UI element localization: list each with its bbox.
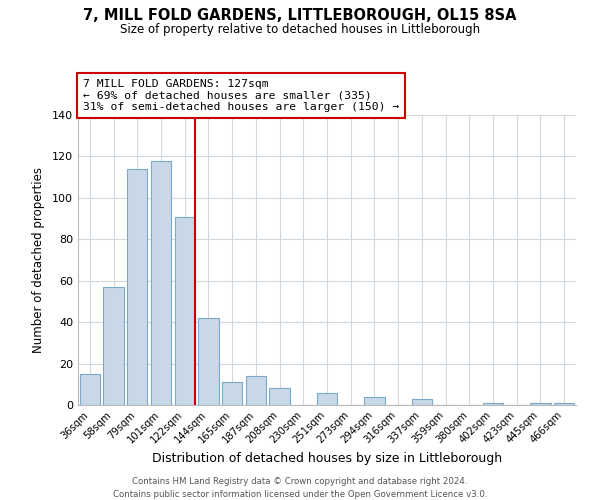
Bar: [151, 160, 171, 405]
Bar: [317, 392, 337, 405]
Text: Size of property relative to detached houses in Littleborough: Size of property relative to detached ho…: [120, 22, 480, 36]
Text: 7 MILL FOLD GARDENS: 127sqm
← 69% of detached houses are smaller (335)
31% of se: 7 MILL FOLD GARDENS: 127sqm ← 69% of det…: [83, 79, 399, 112]
Bar: [103, 287, 124, 405]
Bar: [80, 374, 100, 405]
Bar: [530, 403, 551, 405]
Text: Contains HM Land Registry data © Crown copyright and database right 2024.: Contains HM Land Registry data © Crown c…: [132, 478, 468, 486]
Bar: [222, 382, 242, 405]
Bar: [269, 388, 290, 405]
Bar: [483, 403, 503, 405]
Bar: [364, 396, 385, 405]
Bar: [554, 403, 574, 405]
X-axis label: Distribution of detached houses by size in Littleborough: Distribution of detached houses by size …: [152, 452, 502, 466]
Bar: [127, 169, 148, 405]
Text: 7, MILL FOLD GARDENS, LITTLEBOROUGH, OL15 8SA: 7, MILL FOLD GARDENS, LITTLEBOROUGH, OL1…: [83, 8, 517, 22]
Bar: [412, 399, 432, 405]
Bar: [175, 216, 195, 405]
Text: Contains public sector information licensed under the Open Government Licence v3: Contains public sector information licen…: [113, 490, 487, 499]
Y-axis label: Number of detached properties: Number of detached properties: [32, 167, 45, 353]
Bar: [199, 318, 218, 405]
Bar: [246, 376, 266, 405]
